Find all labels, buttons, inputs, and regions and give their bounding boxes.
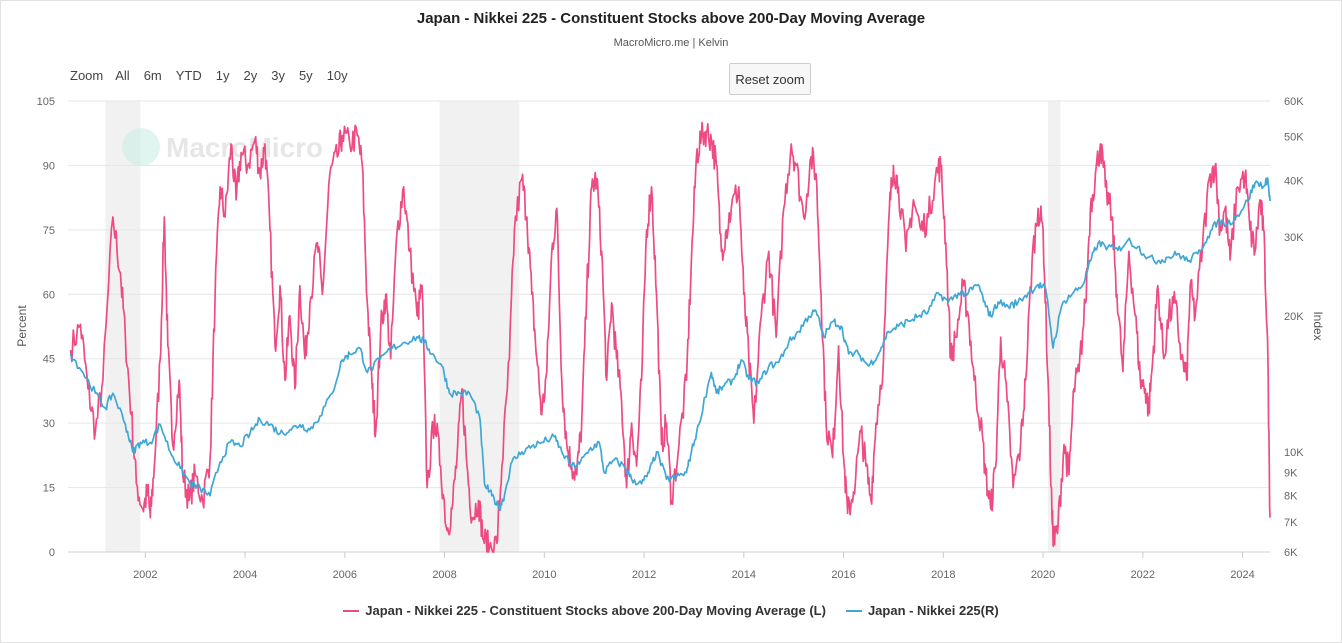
zoom-ytd-button[interactable]: YTD [175, 68, 202, 83]
zoom-6m-button[interactable]: 6m [143, 68, 162, 83]
legend-label-nikkei: Japan - Nikkei 225(R) [867, 603, 999, 618]
zoom-all-button[interactable]: All [115, 68, 130, 83]
chart-subtitle: MacroMicro.me | Kelvin [613, 37, 729, 49]
legend-item-breadth[interactable]: Japan - Nikkei 225 - Constituent Stocks … [343, 603, 826, 618]
zoom-10y-button[interactable]: 10y [326, 68, 348, 83]
legend-swatch-nikkei [845, 609, 862, 612]
zoom-label: Zoom [70, 68, 104, 83]
zoom-toolbar: Zoom All 6m YTD 1y 2y 3y 5y 10y [70, 68, 362, 83]
chart-legend: Japan - Nikkei 225 - Constituent Stocks … [0, 603, 1342, 618]
zoom-5y-button[interactable]: 5y [298, 68, 313, 83]
zoom-1y-button[interactable]: 1y [215, 68, 230, 83]
legend-label-breadth: Japan - Nikkei 225 - Constituent Stocks … [365, 603, 826, 618]
chart-title: Japan - Nikkei 225 - Constituent Stocks … [416, 10, 926, 27]
legend-swatch-breadth [343, 609, 360, 612]
reset-zoom-button[interactable]: Reset zoom [729, 63, 811, 95]
legend-item-nikkei[interactable]: Japan - Nikkei 225(R) [845, 603, 999, 618]
zoom-2y-button[interactable]: 2y [243, 68, 258, 83]
zoom-3y-button[interactable]: 3y [271, 68, 285, 83]
